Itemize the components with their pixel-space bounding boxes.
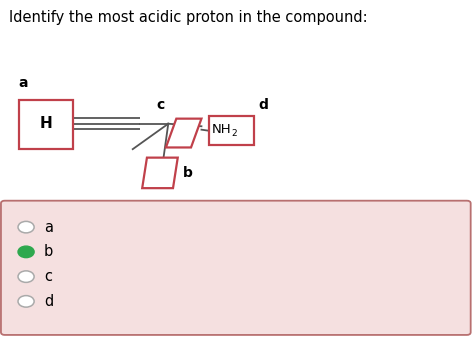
Text: d: d: [44, 294, 54, 309]
Circle shape: [18, 296, 34, 307]
Circle shape: [18, 221, 34, 233]
Circle shape: [18, 271, 34, 282]
Text: c: c: [157, 98, 165, 112]
Polygon shape: [166, 119, 201, 147]
Polygon shape: [142, 158, 178, 188]
Bar: [209, 116, 254, 145]
Bar: [19, 100, 73, 149]
Text: NH: NH: [212, 123, 231, 136]
Text: b: b: [44, 244, 54, 259]
Text: Identify the most acidic proton in the compound:: Identify the most acidic proton in the c…: [9, 10, 368, 25]
Text: 2: 2: [232, 129, 237, 138]
FancyBboxPatch shape: [1, 201, 471, 335]
Text: a: a: [18, 76, 27, 90]
Text: b: b: [182, 166, 192, 180]
Circle shape: [18, 246, 34, 258]
Text: a: a: [44, 220, 53, 235]
Text: c: c: [44, 269, 52, 284]
Text: H: H: [40, 116, 52, 131]
Text: d: d: [258, 98, 268, 112]
